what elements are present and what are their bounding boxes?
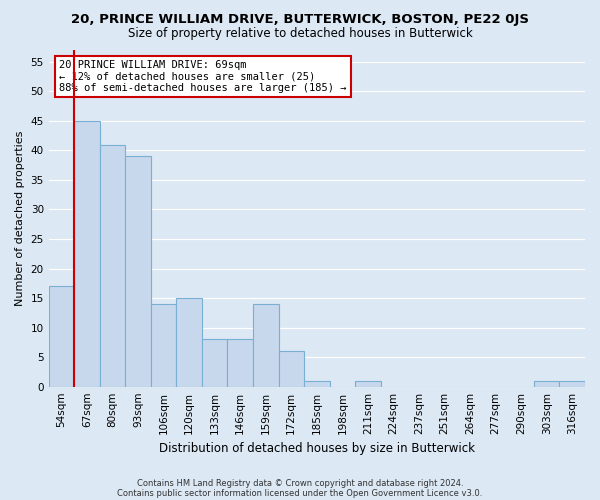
X-axis label: Distribution of detached houses by size in Butterwick: Distribution of detached houses by size … [159,442,475,455]
Text: Size of property relative to detached houses in Butterwick: Size of property relative to detached ho… [128,28,472,40]
Bar [49,286,74,386]
Bar [559,381,585,386]
Bar [100,144,125,386]
Bar [355,381,380,386]
Bar [74,121,100,386]
Text: Contains public sector information licensed under the Open Government Licence v3: Contains public sector information licen… [118,488,482,498]
Bar [278,351,304,386]
Bar [227,340,253,386]
Text: 20, PRINCE WILLIAM DRIVE, BUTTERWICK, BOSTON, PE22 0JS: 20, PRINCE WILLIAM DRIVE, BUTTERWICK, BO… [71,12,529,26]
Text: Contains HM Land Registry data © Crown copyright and database right 2024.: Contains HM Land Registry data © Crown c… [137,478,463,488]
Bar [253,304,278,386]
Bar [125,156,151,386]
Bar [304,381,329,386]
Y-axis label: Number of detached properties: Number of detached properties [15,130,25,306]
Bar [176,298,202,386]
Bar [151,304,176,386]
Bar [202,340,227,386]
Text: 20 PRINCE WILLIAM DRIVE: 69sqm
← 12% of detached houses are smaller (25)
88% of : 20 PRINCE WILLIAM DRIVE: 69sqm ← 12% of … [59,60,347,94]
Bar [534,381,559,386]
